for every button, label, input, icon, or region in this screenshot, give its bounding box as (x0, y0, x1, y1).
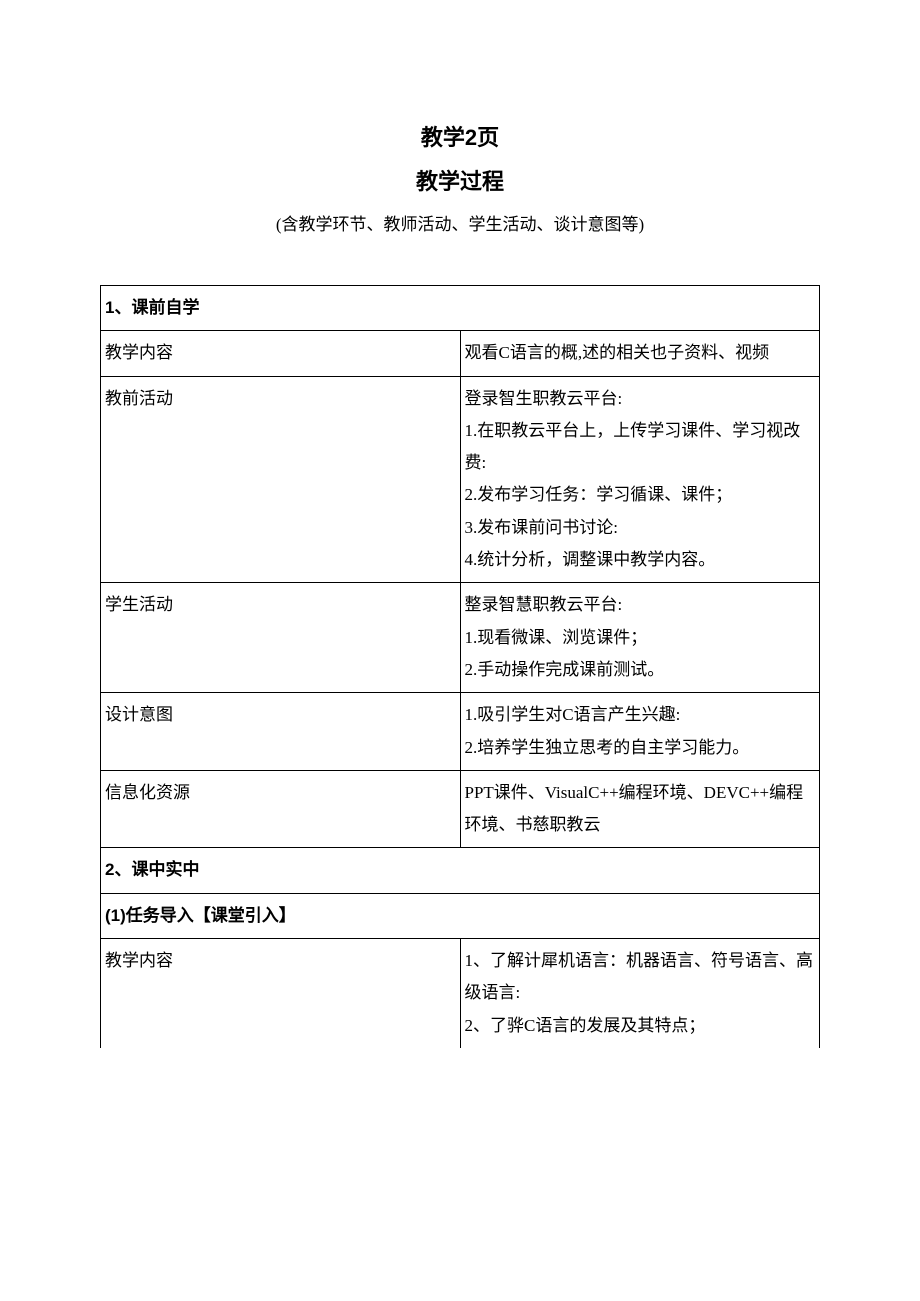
lesson-plan-table: 1、课前自学 教学内容 观看C语言的概,述的相关也子资料、视频 教前活动 登录智… (100, 285, 820, 1048)
row-teaching-content-2: 教学内容 1、了解计犀机语言：机器语言、符号语言、高级语言: 2、了骅C语言的发… (101, 939, 820, 1048)
text-pre-activity: 登录智生职教云平台: 1.在职教云平台上，上传学习课件、学习视改费: 2.发布学… (460, 376, 820, 583)
label-design-intent: 设计意图 (101, 693, 461, 771)
text-teaching-content: 观看C语言的概,述的相关也子资料、视频 (460, 331, 820, 376)
row-student-activity: 学生活动 整录智慧职教云平台: 1.现看微课、浏览课件； 2.手动操作完成课前测… (101, 583, 820, 693)
row-teaching-content: 教学内容 观看C语言的概,述的相关也子资料、视频 (101, 331, 820, 376)
label-resources: 信息化资源 (101, 770, 461, 848)
section-2-header-row: 2、课中实中 (101, 848, 820, 893)
section-1-heading: 1、课前自学 (101, 286, 820, 331)
label-teaching-content: 教学内容 (101, 331, 461, 376)
text-design-intent: 1.吸引学生对C语言产生兴趣: 2.培养学生独立思考的自主学习能力。 (460, 693, 820, 771)
subsection-heading: (1)任务导入【课堂引入】 (101, 893, 820, 938)
text-resources: PPT课件、VisualC++编程环境、DEVC++编程环境、书慈职教云 (460, 770, 820, 848)
text-teaching-content-2: 1、了解计犀机语言：机器语言、符号语言、高级语言: 2、了骅C语言的发展及其特点… (460, 939, 820, 1048)
row-resources: 信息化资源 PPT课件、VisualC++编程环境、DEVC++编程环境、书慈职… (101, 770, 820, 848)
subsection-row: (1)任务导入【课堂引入】 (101, 893, 820, 938)
row-pre-activity: 教前活动 登录智生职教云平台: 1.在职教云平台上，上传学习课件、学习视改费: … (101, 376, 820, 583)
page-title-1: 教学2页 (100, 120, 820, 152)
section-2-heading: 2、课中实中 (101, 848, 820, 893)
label-teaching-content-2: 教学内容 (101, 939, 461, 1048)
row-design-intent: 设计意图 1.吸引学生对C语言产生兴趣: 2.培养学生独立思考的自主学习能力。 (101, 693, 820, 771)
section-1-header-row: 1、课前自学 (101, 286, 820, 331)
label-pre-activity: 教前活动 (101, 376, 461, 583)
label-student-activity: 学生活动 (101, 583, 461, 693)
document-page: 教学2页 教学过程 (含教学环节、教师活动、学生活动、谈计意图等) 1、课前自学… (0, 0, 920, 1301)
page-title-2: 教学过程 (100, 164, 820, 196)
page-subtitle: (含教学环节、教师活动、学生活动、谈计意图等) (100, 210, 820, 235)
text-student-activity: 整录智慧职教云平台: 1.现看微课、浏览课件； 2.手动操作完成课前测试。 (460, 583, 820, 693)
